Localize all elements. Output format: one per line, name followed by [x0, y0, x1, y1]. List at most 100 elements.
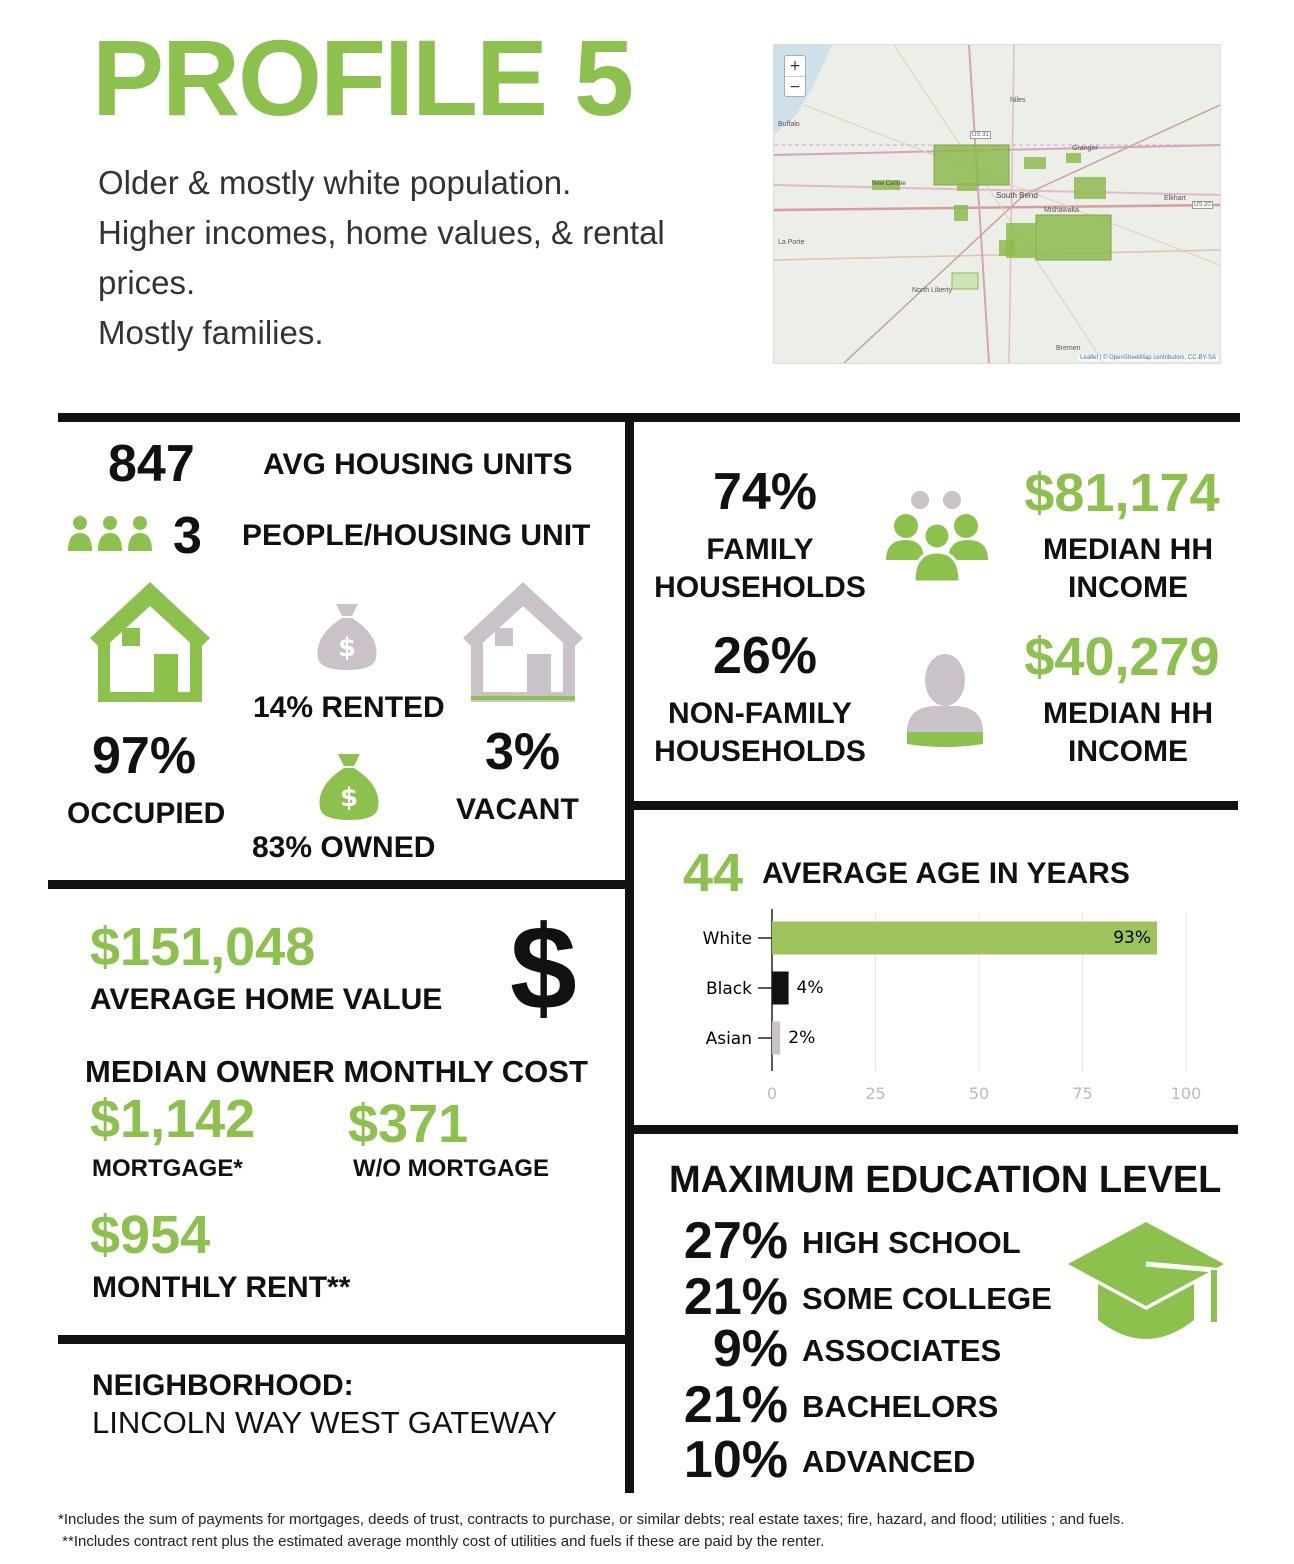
owned-money-bag-icon: $	[314, 750, 384, 827]
income-label-line2: INCOME	[1068, 570, 1188, 604]
dollar-sign-icon: $	[510, 901, 577, 1035]
description-line: prices.	[98, 264, 196, 301]
rented-label: 14% RENTED	[253, 691, 445, 724]
education-label: ADVANCED	[802, 1444, 976, 1479]
occupied-label: OCCUPIED	[67, 797, 226, 830]
data-label: 2%	[788, 1028, 815, 1048]
nonfamily-label-line1: NON-FAMILY	[668, 697, 852, 730]
avg-housing-units-value: 847	[108, 435, 195, 493]
family-income-label: MEDIAN HH INCOME	[1010, 531, 1246, 606]
mortgage-label: MORTGAGE*	[92, 1155, 243, 1182]
divider-right-2	[630, 1125, 1238, 1134]
people-per-unit-value: 3	[173, 507, 202, 565]
education-row: 10% ADVANCED	[660, 1432, 1080, 1488]
education-pct: 10%	[683, 1431, 788, 1489]
svg-text:$: $	[338, 633, 356, 663]
map-label-granger: Granger	[1072, 145, 1098, 152]
education-label: SOME COLLEGE	[802, 1281, 1052, 1316]
family-group-icon	[886, 488, 990, 589]
occupied-pct: 97%	[92, 727, 197, 785]
map-label-niles: Niles	[1010, 97, 1026, 104]
map-label-south-bend: South Bend	[996, 191, 1038, 200]
x-tick-label: 50	[969, 1084, 989, 1103]
zoom-in-button[interactable]: +	[785, 56, 805, 77]
map-label-new-carlisle: New Carlisle	[872, 181, 906, 187]
page-title: PROFILE 5	[92, 17, 634, 138]
no-mortgage-label: W/O MORTGAGE	[353, 1155, 549, 1182]
family-households-label: FAMILY HOUSEHOLDS	[640, 531, 880, 606]
description-line: Mostly families.	[98, 314, 324, 351]
map-canvas	[774, 45, 1220, 363]
map-label-bremen: Bremen	[1056, 345, 1081, 352]
occupied-house-icon	[84, 576, 216, 707]
vacant-label: VACANT	[456, 793, 579, 826]
rented-money-bag-icon: $	[312, 600, 382, 677]
profile-description: Older & mostly white population. Higher …	[98, 158, 738, 358]
family-households-pct: 74%	[712, 463, 818, 521]
average-age-value: 44	[683, 843, 744, 903]
family-median-income: $81,174	[1024, 463, 1220, 523]
nonfamily-label-line2: HOUSEHOLDS	[654, 734, 866, 768]
people-per-unit-label: PEOPLE/HOUSING UNIT	[242, 519, 591, 552]
description-line: Higher incomes, home values, & rental	[98, 214, 665, 251]
map-label-mishawaka: Mishawaka	[1044, 207, 1080, 214]
data-label: 93%	[1113, 928, 1151, 948]
map-attribution[interactable]: Leaflet | © OpenStreetMap contributors, …	[1078, 355, 1218, 361]
map-label-buffalo: Buffalo	[778, 121, 800, 128]
footnote-1: *Includes the sum of payments for mortga…	[58, 1511, 1125, 1528]
education-pct: 9%	[712, 1320, 788, 1378]
nonfamily-households-label: NON-FAMILY HOUSEHOLDS	[640, 695, 880, 770]
bar	[772, 921, 1158, 955]
education-label: ASSOCIATES	[802, 1333, 1002, 1368]
zoom-control: + −	[784, 55, 806, 97]
family-label-line2: HOUSEHOLDS	[654, 570, 866, 604]
vacant-house-icon	[457, 576, 589, 707]
family-label-line1: FAMILY	[706, 533, 814, 566]
nonfamily-median-income: $40,279	[1024, 627, 1220, 687]
people-icon	[66, 513, 166, 560]
owned-label: 83% OWNED	[252, 831, 436, 864]
income-label-line1: MEDIAN HH	[1043, 697, 1213, 730]
bar	[772, 971, 789, 1005]
nonfamily-households-pct: 26%	[712, 627, 818, 685]
race-bar-chart: 0 25 50 75 100 White 93% Black 4% Asian 2%	[703, 909, 1202, 1103]
education-pct: 27%	[683, 1212, 788, 1270]
footnote-2: **Includes contract rent plus the estima…	[58, 1533, 825, 1550]
description-line: Older & mostly white population.	[98, 164, 572, 201]
x-tick-label: 100	[1171, 1084, 1202, 1103]
nonfamily-income-label: MEDIAN HH INCOME	[1010, 695, 1246, 770]
single-person-icon	[903, 652, 987, 755]
zoom-out-button[interactable]: −	[789, 79, 801, 95]
y-tick-label: Asian	[706, 1029, 752, 1049]
data-label: 4%	[797, 978, 824, 998]
owner-monthly-cost-title: MEDIAN OWNER MONTHLY COST	[85, 1054, 588, 1089]
area-map[interactable]: + − Niles Buffalo South Bend Mishawaka E…	[773, 44, 1221, 364]
mortgage-value: $1,142	[90, 1089, 256, 1149]
education-label: BACHELORS	[802, 1389, 999, 1424]
map-label-la-porte: La Porte	[778, 239, 805, 246]
avg-home-value-label: AVERAGE HOME VALUE	[90, 983, 443, 1016]
svg-text:$: $	[340, 783, 358, 813]
education-pct: 21%	[683, 1268, 788, 1326]
monthly-rent-value: $954	[90, 1205, 211, 1265]
vacant-pct: 3%	[485, 723, 561, 781]
y-tick-label: White	[703, 929, 752, 949]
map-label-us31: US 31	[970, 131, 991, 139]
education-row: 21% BACHELORS	[660, 1377, 1080, 1433]
map-label-elkhart: Elkhart	[1164, 195, 1186, 202]
bar	[772, 1021, 781, 1055]
x-tick-label: 25	[865, 1084, 885, 1103]
education-row: 27% HIGH SCHOOL	[660, 1213, 1080, 1269]
map-label-north-liberty: North Liberty	[912, 287, 953, 294]
footnotes: *Includes the sum of payments for mortga…	[58, 1509, 1124, 1553]
divider-right-1	[630, 801, 1238, 810]
education-label: HIGH SCHOOL	[802, 1225, 1021, 1260]
monthly-rent-label: MONTHLY RENT**	[92, 1271, 351, 1304]
income-label-line2: INCOME	[1068, 734, 1188, 768]
average-age-label: AVERAGE AGE IN YEARS	[762, 857, 1130, 890]
income-label-line1: MEDIAN HH	[1043, 533, 1213, 566]
no-mortgage-value: $371	[348, 1094, 469, 1154]
divider-top	[58, 413, 1240, 422]
x-tick-label: 75	[1072, 1084, 1092, 1103]
education-title: MAXIMUM EDUCATION LEVEL	[669, 1159, 1222, 1201]
